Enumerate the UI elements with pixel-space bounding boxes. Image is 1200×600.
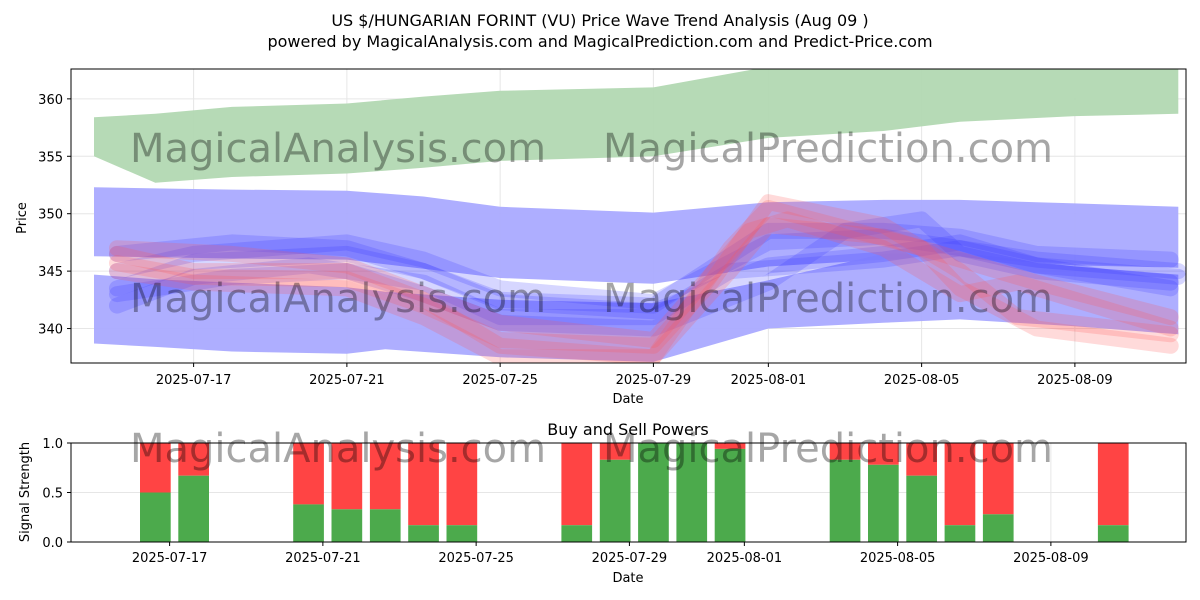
sell-bar-3 [331,443,363,510]
watermark-bottom-1: MagicalPrediction.com [603,426,1053,472]
watermark-top-2: MagicalAnalysis.com [130,276,546,322]
buy-bar-15 [944,525,976,542]
buy-bar-16 [982,514,1014,542]
wave-red-wave-3 [109,211,1179,348]
signal-y-ticks: 0.0 0.5 1.0 [42,437,71,551]
buy-bar-17 [1097,525,1129,542]
wave-red-wave-1 [109,194,1179,354]
buy-bar-9 [638,443,669,542]
signal-y-axis-label: Signal Strength [18,442,33,542]
price-ytick-label-1: 345 [38,265,63,280]
price-x-ticks: 2025-07-17 2025-07-21 2025-07-25 2025-07-29… [156,363,1113,388]
signal-bars [140,443,1129,542]
sell-bar-5 [408,443,439,526]
price-panel: MagicalAnalysis.com MagicalPrediction.com… [15,68,1187,407]
buy-bar-8 [599,459,631,542]
sell-bar-6 [446,443,478,526]
sell-bar-11 [714,443,746,449]
sell-bar-0 [140,443,171,493]
signal-panel-title: Buy and Sell Powers [547,420,709,439]
price-ytick-label-0: 340 [38,323,63,338]
sell-bar-1 [178,443,209,476]
sell-bar-7 [561,443,593,526]
buy-bar-5 [408,525,439,542]
band-mid-blue-upper [94,187,1179,284]
buy-bar-13 [868,464,899,542]
chart-title-line1: US $/HUNGARIAN FORINT (VU) Price Wave Tr… [331,11,868,30]
signal-ytick-label-1: 0.5 [42,487,63,502]
buy-bar-6 [446,525,478,542]
buy-bar-14 [906,475,937,542]
price-ytick-label-2: 350 [38,208,63,223]
price-xtick-label-5: 2025-08-05 [884,373,960,388]
price-y-axis-label: Price [15,202,30,234]
chart-title-line2: powered by MagicalAnalysis.com and Magic… [267,32,932,51]
buy-bar-0 [140,492,171,542]
wave-blue-wave-1 [109,234,1186,320]
price-xtick-label-4: 2025-08-01 [731,373,807,388]
sell-bar-13 [868,443,899,465]
price-xtick-label-6: 2025-08-09 [1037,373,1113,388]
buy-bar-10 [676,443,708,542]
buy-bar-1 [178,475,209,542]
watermark-top-3: MagicalPrediction.com [603,276,1053,322]
signal-ytick-label-2: 1.0 [42,437,63,452]
price-x-axis-label: Date [612,392,643,407]
buy-bar-4 [369,509,401,542]
price-xtick-label-3: 2025-07-29 [616,373,692,388]
price-y-ticks: 340 345 350 355 360 [38,93,71,338]
band-upper-green [94,69,1179,183]
price-xtick-label-2: 2025-07-25 [462,373,538,388]
buy-bar-12 [829,459,861,542]
buy-bar-3 [331,509,363,542]
signal-xtick-label-4: 2025-08-01 [707,551,783,566]
watermark-top-1: MagicalPrediction.com [603,126,1053,172]
sell-bar-14 [906,443,937,476]
signal-watermarks: MagicalAnalysis.com MagicalPrediction.com [130,426,1053,472]
band-lower-blue [94,252,1179,362]
watermark-bottom-0: MagicalAnalysis.com [130,426,546,472]
signal-ytick-label-0: 0.0 [42,536,63,551]
price-axes-frame [70,68,1187,364]
sell-bar-8 [599,443,631,460]
wave-red-wave-4 [109,217,1179,363]
wave-red-wave-2 [109,200,1179,363]
signal-x-axis-label: Date [612,571,643,586]
price-xtick-label-1: 2025-07-21 [309,373,385,388]
sell-bar-2 [293,443,324,505]
buy-bar-11 [714,448,746,542]
price-ytick-label-4: 360 [38,93,63,108]
wave-blue-wave-4 [109,211,1179,337]
buy-bar-2 [293,504,324,542]
sell-bar-12 [829,443,861,460]
wave-blue-wave-5 [109,240,1179,326]
price-plot-area [94,69,1186,363]
price-ytick-label-3: 355 [38,150,63,165]
signal-xtick-label-0: 2025-07-17 [132,551,208,566]
signal-xtick-label-6: 2025-08-09 [1013,551,1089,566]
sell-bar-17 [1097,443,1129,526]
price-xtick-label-0: 2025-07-17 [156,373,232,388]
buy-bar-7 [561,525,593,542]
signal-x-ticks: 2025-07-17 2025-07-21 2025-07-25 2025-07-29… [132,542,1089,566]
signal-xtick-label-5: 2025-08-05 [860,551,936,566]
signal-panel: Buy and Sell Powers MagicalAnalysis.com M… [18,420,1187,586]
sell-bar-15 [944,443,976,526]
wave-blue-wave-2 [109,228,1186,311]
wave-blue-wave-3 [109,222,1179,314]
signal-xtick-label-1: 2025-07-21 [285,551,361,566]
signal-xtick-label-3: 2025-07-29 [592,551,668,566]
price-watermarks: MagicalAnalysis.com MagicalPrediction.com… [130,126,1053,322]
watermark-top-0: MagicalAnalysis.com [130,126,546,172]
signal-xtick-label-2: 2025-07-25 [438,551,514,566]
sell-bar-4 [369,443,401,510]
sell-bar-16 [982,443,1014,515]
